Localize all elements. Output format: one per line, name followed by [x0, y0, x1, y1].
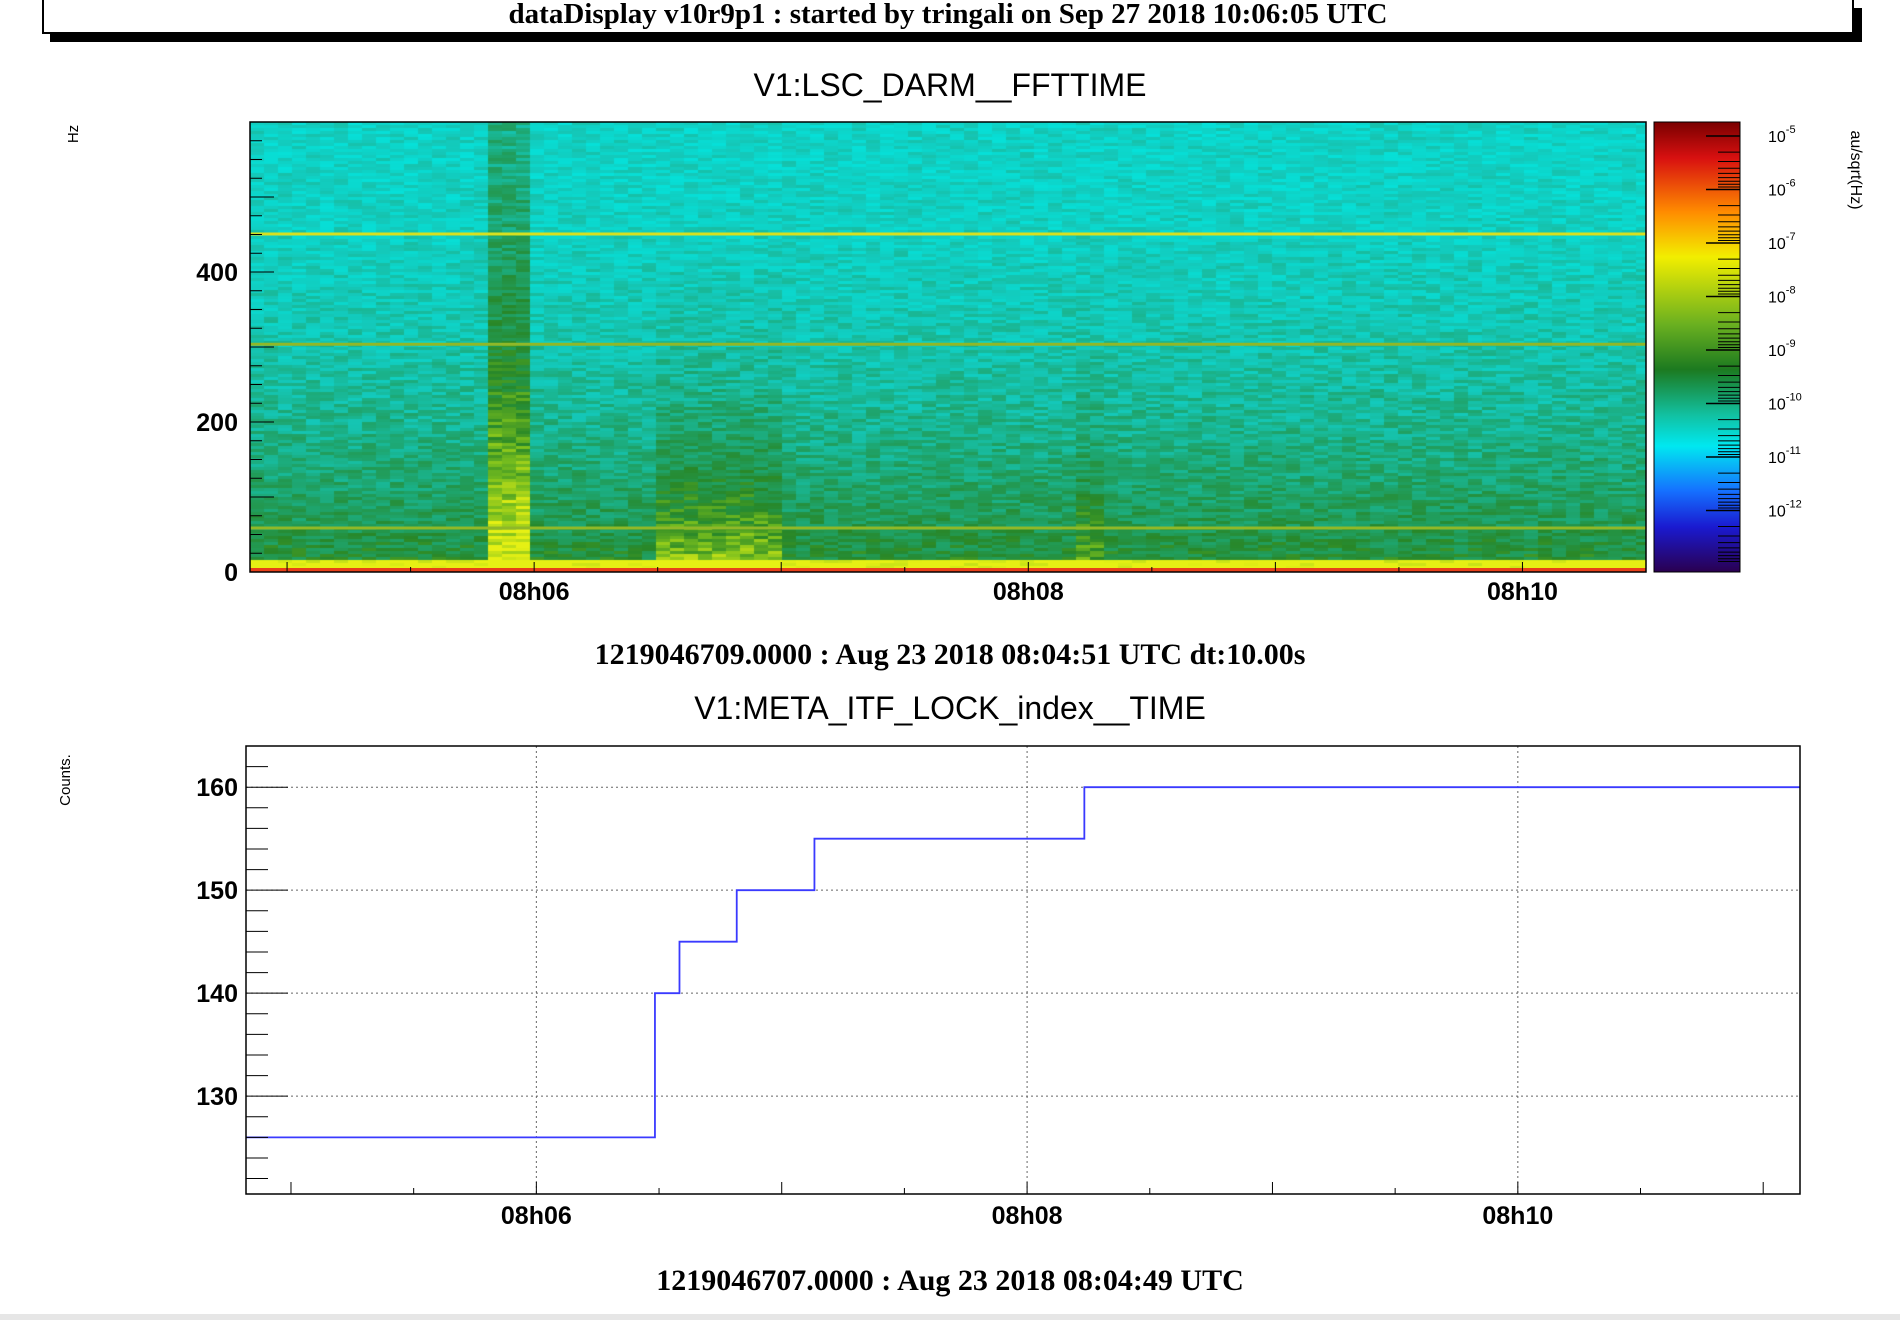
spectrogram-axes: 0 200 400 08h06 08h08 08h10: [196, 121, 1647, 606]
colorbar-tick-label: 10-11: [1768, 445, 1801, 467]
y-tick-label: 130: [196, 1083, 238, 1111]
spectrogram-raster: [250, 122, 1646, 572]
lock-index-title: V1:META_ITF_LOCK_index__TIME: [694, 690, 1206, 726]
lock-index-series: [246, 786, 1800, 1139]
colorbar-tick-label: 10-7: [1768, 231, 1796, 253]
x-tick-label: 08h10: [1487, 578, 1558, 606]
colorbar-tick-label: 10-5: [1768, 124, 1796, 146]
y-tick-label: 0: [224, 559, 238, 587]
spectrogram-lines: [250, 232, 1646, 572]
colorbar-gradient: [1653, 121, 1741, 573]
x-tick-label: 08h06: [501, 1202, 572, 1230]
bottom-strip: [0, 1314, 1900, 1320]
x-tick-label: 08h06: [499, 578, 570, 606]
lock-index-y-axis-title: Counts.: [57, 754, 74, 806]
spectrogram-title: V1:LSC_DARM__FFTTIME: [754, 67, 1147, 103]
y-tick-label: 150: [196, 877, 238, 905]
colorbar-tick-label: 10-6: [1768, 177, 1796, 199]
y-tick-label: 160: [196, 774, 238, 802]
spectral-line: [250, 232, 1646, 236]
window-banner: dataDisplay v10r9p1 : started by tringal…: [42, 0, 1854, 34]
x-tick-label: 08h08: [992, 1202, 1063, 1230]
spectrogram-colorbar: 10-5 10-6 10-7 10-8 10-9 10-10 10-11 10-12: [1653, 121, 1802, 573]
lock-index-grid: [246, 746, 1800, 1194]
spectral-line: [250, 526, 1646, 530]
spectrogram-heatmap: [250, 122, 1646, 572]
y-tick-label: 400: [196, 259, 238, 287]
spectrogram-y-axis-title: Hz: [65, 125, 82, 143]
lock-index-frame: [245, 745, 1801, 1195]
colorbar-tick-label: 10-8: [1768, 284, 1796, 306]
spectrogram-caption: 1219046709.0000 : Aug 23 2018 08:04:51 U…: [595, 638, 1306, 671]
lock-index-axes: 130 140 150 160 08h06 08h08 08h10: [196, 745, 1801, 1230]
colorbar-tick-label: 10-12: [1768, 498, 1802, 520]
colorbar-tick-label: 10-10: [1768, 391, 1802, 413]
y-tick-label: 200: [196, 409, 238, 437]
y-tick-label: 140: [196, 980, 238, 1008]
x-tick-label: 08h08: [993, 578, 1064, 606]
colorbar-axis-title: au/sqrt(Hz): [1847, 130, 1864, 209]
lock-index-step-line: [246, 786, 1800, 1139]
spectral-line: [250, 342, 1646, 346]
x-tick-label: 08h10: [1482, 1202, 1553, 1230]
colorbar-tick-label: 10-9: [1768, 338, 1796, 360]
lock-index-caption: 1219046707.0000 : Aug 23 2018 08:04:49 U…: [656, 1264, 1244, 1297]
spectral-line: [250, 568, 1646, 572]
